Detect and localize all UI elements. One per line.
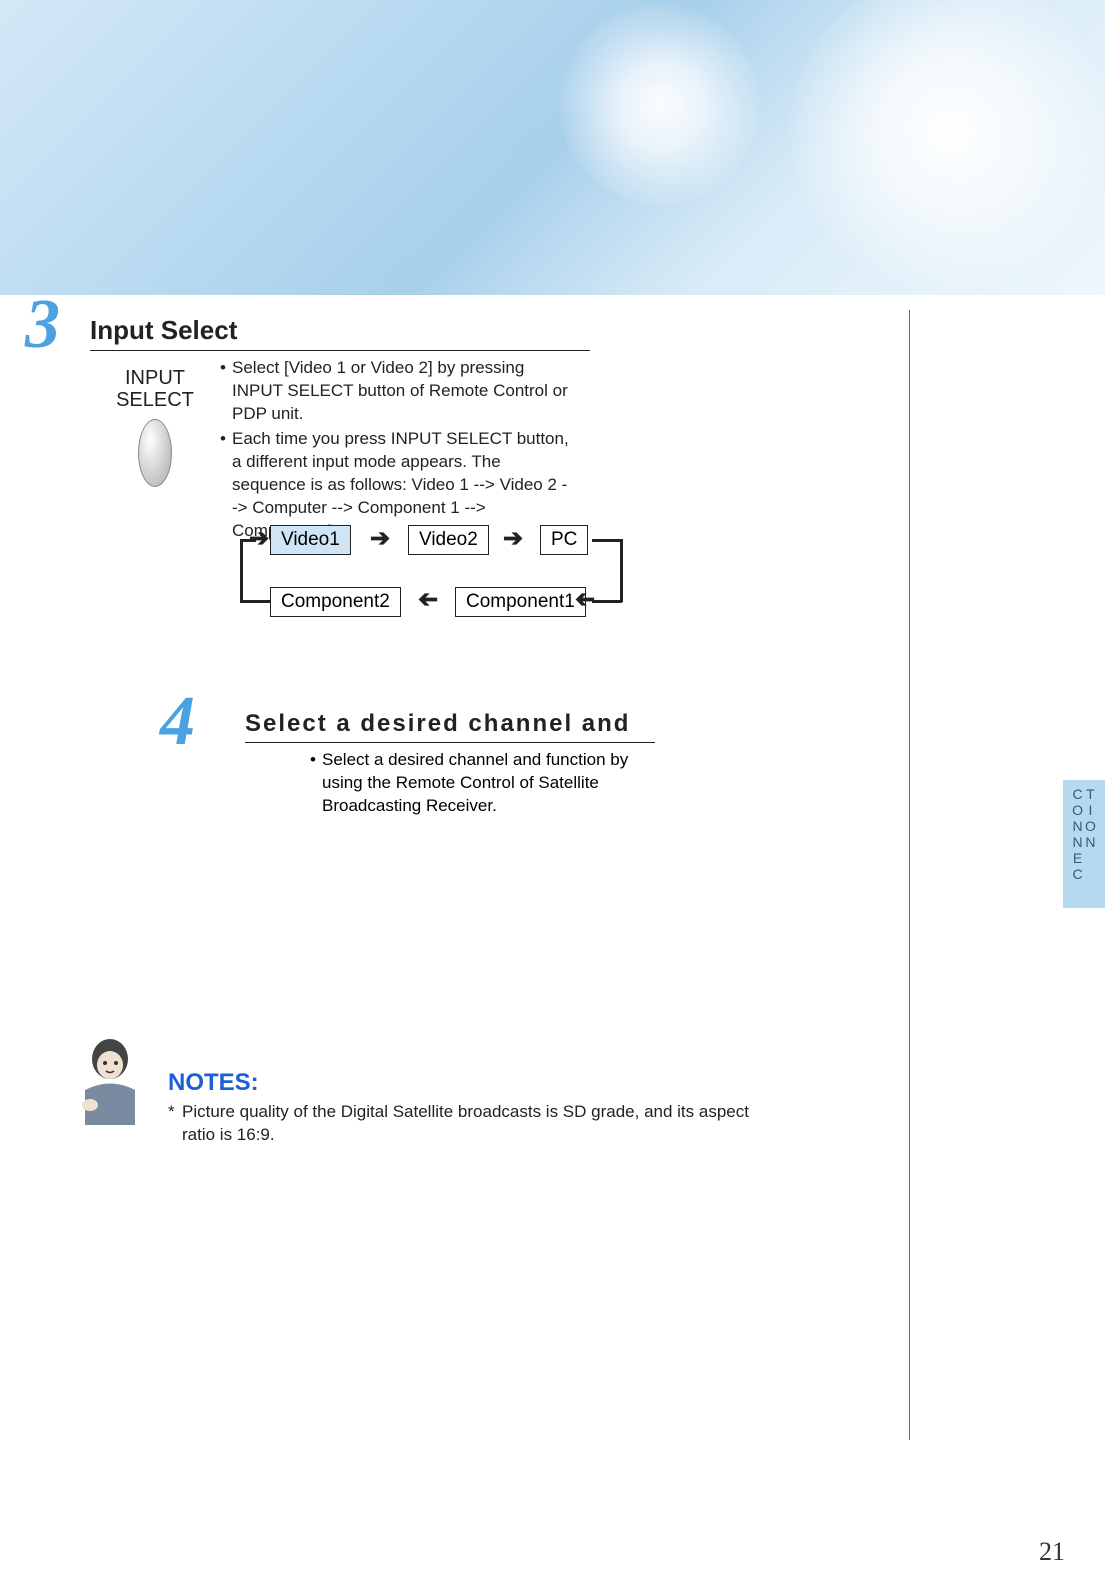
- arrow-left-icon: ➔: [575, 585, 595, 614]
- step3-bullet-1: Select [Video 1 or Video 2] by pressing …: [232, 357, 570, 426]
- step-4-heading: Select a desired channel and: [245, 710, 655, 743]
- step4-bullet-1: Select a desired channel and function by…: [322, 749, 655, 818]
- step-3-section: 3 Input Select INPUT SELECT •Select [Vid…: [60, 315, 620, 545]
- loop-line: [240, 539, 243, 602]
- arrow-left-icon: ➔: [418, 585, 438, 614]
- input-select-button-illustration: INPUT SELECT: [90, 357, 220, 545]
- step-4-section: 4 Select a desired channel and •Select a…: [190, 710, 660, 818]
- arrow-right-icon: ➔: [249, 524, 269, 553]
- arrow-right-icon: ➔: [503, 524, 523, 553]
- notes-person-icon: [70, 1035, 148, 1125]
- page-number: 21: [1039, 1537, 1065, 1567]
- arrow-right-icon: ➔: [370, 524, 390, 553]
- input-select-label-line1: INPUT: [90, 367, 220, 389]
- oval-button-icon: [138, 419, 172, 487]
- diagram-node-pc: PC: [540, 525, 588, 555]
- side-tab-col1: C O N N E C: [1072, 786, 1083, 908]
- notes-section: NOTES: *Picture quality of the Digital S…: [70, 1035, 770, 1147]
- step-3-bullets: •Select [Video 1 or Video 2] by pressing…: [220, 357, 570, 545]
- section-tab-connection: C O N N E C T I O N: [1063, 780, 1105, 908]
- step-3-heading: Input Select: [90, 315, 590, 351]
- diagram-node-component2: Component2: [270, 587, 401, 617]
- input-select-label-line2: SELECT: [90, 389, 220, 411]
- diagram-node-video1: Video1: [270, 525, 351, 555]
- side-tab-col2: T I O N: [1085, 786, 1096, 908]
- diagram-node-video2: Video2: [408, 525, 489, 555]
- vertical-divider: [909, 310, 910, 1440]
- notes-title: NOTES:: [168, 1069, 770, 1097]
- notes-body-text: Picture quality of the Digital Satellite…: [182, 1101, 770, 1147]
- input-select-diagram: Video1 Video2 PC Component2 Component1 ➔…: [230, 525, 670, 645]
- dandelion-graphic: [560, 5, 760, 205]
- dandelion-graphic: [790, 0, 1105, 290]
- loop-line: [620, 539, 623, 602]
- step-number-4: 4: [160, 682, 195, 762]
- diagram-node-component1: Component1: [455, 587, 586, 617]
- loop-line: [592, 600, 622, 603]
- loop-line: [240, 600, 270, 603]
- step-number-3: 3: [25, 285, 60, 365]
- decorative-banner: [0, 0, 1105, 295]
- loop-line: [592, 539, 622, 542]
